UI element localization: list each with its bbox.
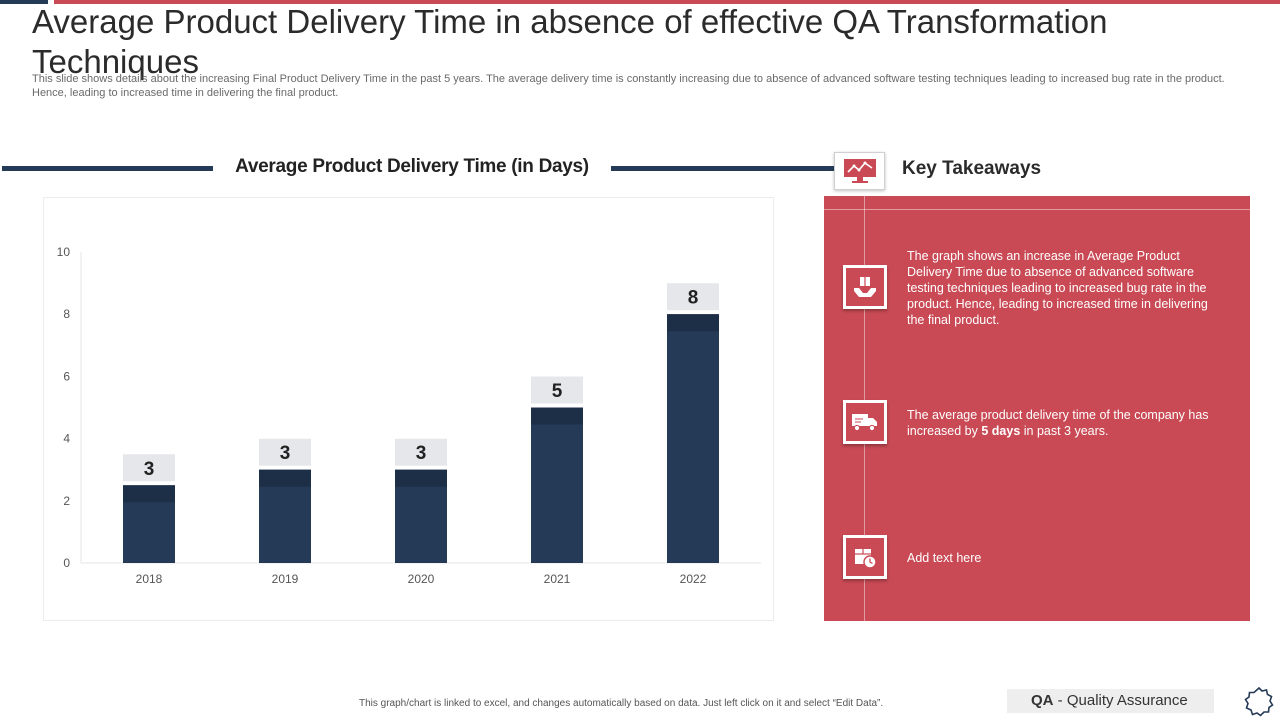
bar-top-band (395, 469, 447, 487)
key-takeaways-heading: Key Takeaways (902, 158, 1042, 179)
data-label-box (259, 438, 311, 466)
panel-divider-line (824, 209, 1250, 210)
x-tick-label: 2021 (544, 572, 571, 586)
y-tick-label: 4 (63, 432, 70, 446)
chart-heading-rule-right (611, 166, 835, 171)
takeaway-text-2-before: The average product delivery time of the… (907, 408, 1209, 438)
bar-top-band (259, 469, 311, 487)
top-accent-line-navy (0, 0, 48, 4)
chart-panel[interactable]: 0 2 4 6 8 10 3 2018 3 2019 3 2020 5 2021 8 2022 (43, 197, 774, 621)
data-label-box (531, 376, 583, 404)
bar-top-band (123, 485, 175, 503)
data-label: 3 (280, 443, 291, 464)
y-tick-label: 2 (63, 494, 70, 508)
x-tick-label: 2020 (408, 572, 435, 586)
data-label-box (123, 454, 175, 482)
x-tick-label: 2018 (136, 572, 163, 586)
bar[interactable] (667, 314, 719, 563)
x-tick-label: 2022 (680, 572, 707, 586)
takeaway-text-1: The graph shows an increase in Average P… (907, 249, 1208, 327)
qa-badge: QA - Quality Assurance (1007, 689, 1214, 713)
takeaway-text-2-bold: 5 days (981, 424, 1021, 438)
y-tick-label: 6 (63, 369, 70, 383)
data-label-box (667, 283, 719, 311)
qa-badge-abbr: QA (1031, 692, 1054, 709)
bar-top-band (667, 314, 719, 332)
data-label: 3 (416, 443, 427, 464)
hands-box-icon (843, 265, 887, 309)
takeaway-text-2: The average product delivery time of the… (907, 407, 1227, 439)
page-subtitle: This slide shows details about the incre… (32, 73, 1225, 99)
bar[interactable] (531, 407, 583, 564)
chart-edit-footnote: This graph/chart is linked to excel, and… (359, 698, 884, 709)
y-tick-label: 8 (63, 307, 70, 321)
chart-title: Average Product Delivery Time (in Days) (235, 156, 589, 177)
y-tick-label: 0 (63, 556, 70, 570)
takeaway-text-3[interactable]: Add text here (907, 551, 982, 565)
data-label-box (395, 438, 447, 466)
data-label: 8 (688, 288, 699, 309)
delivery-truck-icon (843, 400, 887, 444)
page-title: Average Product Delivery Time in absence… (32, 3, 1108, 80)
key-takeaways-monitor-icon (834, 152, 885, 190)
key-takeaways-panel: The graph shows an increase in Average P… (824, 196, 1250, 621)
gear-outline-icon (1244, 686, 1274, 717)
top-accent-line-red (54, 0, 1280, 4)
y-tick-label: 10 (57, 245, 71, 259)
data-label: 3 (144, 459, 155, 480)
bar-top-band (531, 407, 583, 425)
chart-heading-rule-left (2, 166, 213, 171)
bar-chart[interactable]: 0 2 4 6 8 10 3 2018 3 2019 3 2020 5 2021 8 2022 (44, 198, 775, 622)
x-tick-label: 2019 (272, 572, 299, 586)
qa-badge-text: Quality Assurance (1066, 692, 1188, 709)
takeaway-text-2-after: in past 3 years. (1020, 424, 1109, 438)
package-clock-icon (843, 535, 887, 579)
qa-badge-sep: - (1053, 692, 1067, 709)
data-label: 5 (552, 381, 563, 402)
